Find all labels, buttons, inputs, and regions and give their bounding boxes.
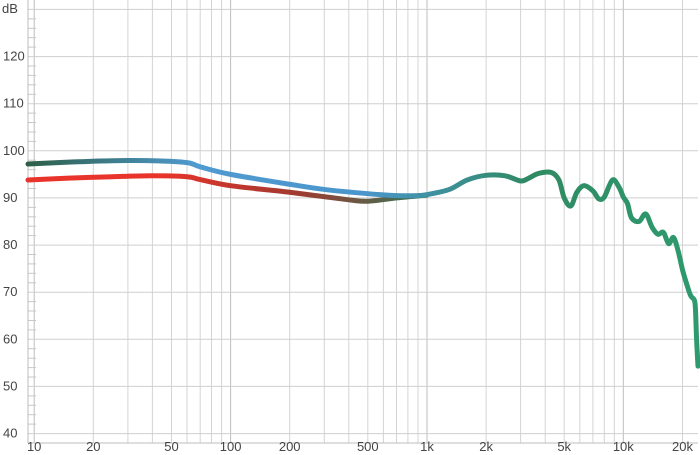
y-tick-label: 40 [3,426,17,441]
x-tick-label: 500 [357,439,379,454]
y-tick-label: 90 [3,190,17,205]
y-tick-label: 100 [3,143,25,158]
x-tick-label: 1k [420,439,434,454]
x-tick-label: 2k [479,439,493,454]
x-tick-label: 50 [164,439,178,454]
y-tick-label: 110 [3,96,24,111]
y-tick-label: 60 [3,331,17,346]
y-tick-label: 50 [3,378,17,393]
series-layer [25,158,700,369]
x-tick-label: 10k [613,439,634,454]
y-axis-unit-label: dB [2,1,18,16]
x-tick-label: 20k [672,439,693,454]
x-tick-label: 100 [220,439,242,454]
grid-lines [27,0,698,444]
y-tick-label: 120 [3,49,25,64]
series-line-main [25,158,700,369]
y-tick-label: 70 [3,284,17,299]
y-tick-label: 80 [3,237,17,252]
x-tick-label: 10 [27,439,41,454]
x-tick-label: 200 [279,439,301,454]
x-tick-label: 5k [557,439,571,454]
series-line-red [25,173,430,204]
x-tick-label: 20 [86,439,100,454]
